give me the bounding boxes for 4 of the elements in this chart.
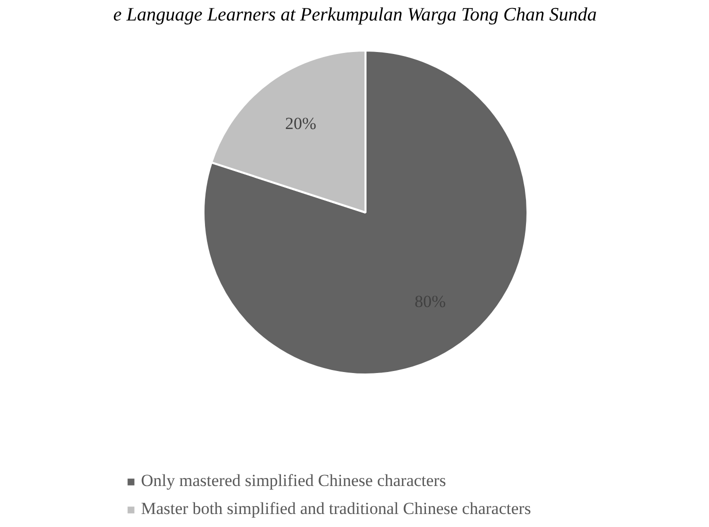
data-label: 20% — [285, 114, 316, 133]
legend-label: Only mastered simplified Chinese characters — [141, 471, 446, 491]
chart-title: e Language Learners at Perkumpulan Warga Tong Chan Sunda — [113, 4, 597, 26]
legend-label: Master both simplified and traditional Chinese characters — [141, 499, 531, 519]
